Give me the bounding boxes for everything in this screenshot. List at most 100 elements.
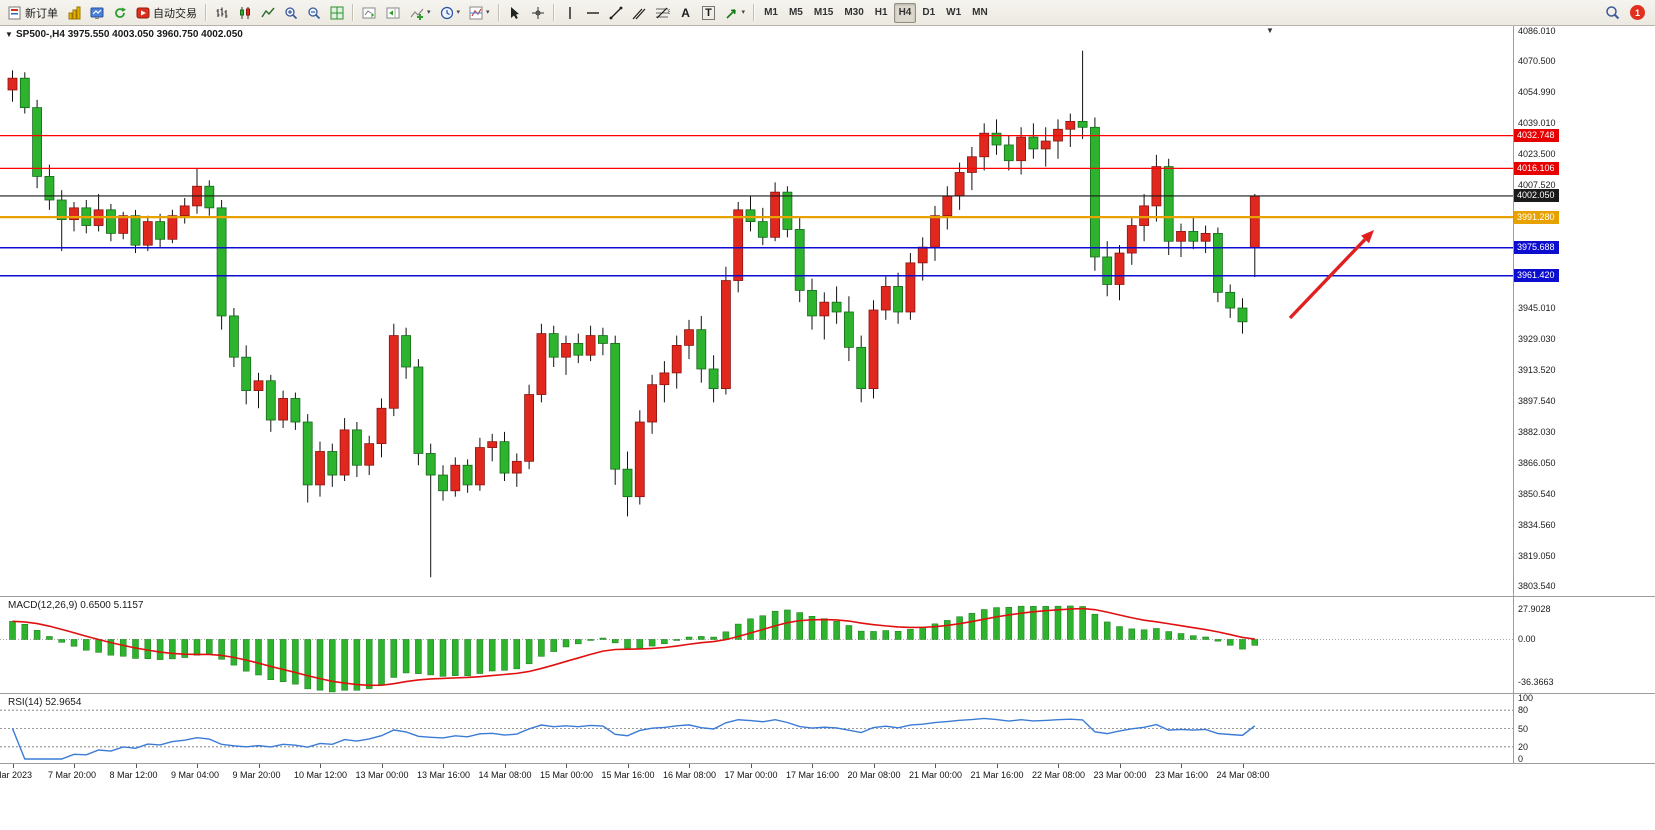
new-order-label: 新订单 [25, 7, 58, 20]
line-chart-type-button[interactable] [257, 3, 279, 23]
macd-axis-label: 0.00 [1518, 634, 1536, 645]
auto-trading-button[interactable]: 自动交易 [132, 3, 201, 23]
text-label-tool-button[interactable]: T [698, 3, 720, 23]
time-axis-label: 9 Mar 20:00 [232, 770, 281, 780]
price-level-badge: 4016.106 [1514, 161, 1559, 175]
macd-axis-label: -36.3663 [1518, 677, 1554, 687]
time-axis[interactable]: 7 Mar 2023 7 Mar 20:00 8 Mar 12:00 9 Mar 04… [0, 764, 1655, 785]
timeframe-m15-button[interactable]: M15 [813, 7, 834, 18]
new-order-button[interactable]: 新订单 [4, 3, 62, 23]
text-tool-button[interactable]: A [675, 3, 697, 23]
crosshair-icon [531, 6, 544, 19]
cursor-tool-button[interactable] [504, 3, 526, 23]
macd-axis: 27.9028 0.00 -36.3663 [1514, 597, 1655, 694]
candlestick-chart-type-button[interactable] [234, 3, 256, 23]
timeframe-h4-button[interactable]: H4 [893, 2, 917, 23]
horizontal-line-icon [586, 11, 599, 14]
trendline-tool-button[interactable] [605, 3, 627, 23]
channel-tool-button[interactable] [628, 3, 650, 23]
chart-symbol-label: SP500-,H4 3975.550 4003.050 3960.750 400… [16, 29, 243, 40]
vertical-line-tool-button[interactable] [559, 3, 581, 23]
time-axis-label: 14 Mar 08:00 [478, 770, 532, 780]
notification-badge[interactable]: 1 [1630, 5, 1645, 20]
price-level-badge: 3991.280 [1514, 210, 1559, 224]
rsi-axis-label: 100 [1518, 693, 1534, 703]
fibonacci-tool-button[interactable]: E [651, 3, 674, 23]
fibonacci-icon: E [655, 7, 670, 18]
timeframe-w1-button[interactable]: W1 [946, 7, 962, 18]
price-axis[interactable]: 4086.010 4070.500 4054.990 4039.010 4023.500… [1514, 26, 1655, 597]
price-axis-label: 4023.500 [1518, 148, 1556, 159]
zoom-out-icon [308, 6, 321, 19]
timeframe-m1-button[interactable]: M1 [764, 7, 778, 18]
timeframe-m30-button[interactable]: M30 [844, 7, 864, 18]
zoom-out-button[interactable] [303, 3, 325, 23]
rsi-label: RSI(14) 52.9654 [8, 697, 82, 708]
templates-button[interactable]: ▾ [465, 3, 494, 23]
price-level-badge: 3975.688 [1514, 241, 1559, 255]
time-axis-tick [197, 764, 198, 768]
arrow-tools-button[interactable]: ▾ [721, 3, 750, 23]
candlestick-plot[interactable] [0, 26, 1513, 596]
timeframe-mn-button[interactable]: MN [972, 7, 988, 18]
search-button[interactable] [1601, 3, 1624, 23]
crosshair-tool-button[interactable] [527, 3, 549, 23]
price-axis-label: 4086.010 [1518, 26, 1556, 36]
tile-windows-button[interactable] [326, 3, 348, 23]
time-axis-label: 23 Mar 00:00 [1093, 770, 1147, 780]
time-axis-tick [1058, 764, 1059, 768]
price-axis-label: 3929.030 [1518, 334, 1556, 345]
time-axis-label: 24 Mar 08:00 [1216, 770, 1270, 780]
time-axis-tick [1119, 764, 1121, 768]
time-axis-label: 17 Mar 16:00 [786, 770, 840, 780]
price-axis-label: 3897.540 [1518, 396, 1556, 407]
bar-graph-icon [68, 6, 81, 19]
time-axis-label: 15 Mar 16:00 [601, 770, 655, 780]
charts-button[interactable] [63, 3, 85, 23]
periods-button[interactable]: ▾ [436, 3, 465, 23]
zoom-in-button[interactable] [280, 3, 302, 23]
time-axis-label: 9 Mar 04:00 [171, 770, 220, 780]
price-axis-label: 3850.540 [1518, 488, 1556, 499]
rsi-axis-label: 20 [1518, 741, 1529, 752]
indicators-button[interactable]: ▾ [406, 3, 435, 23]
axis-divider [1513, 26, 1514, 764]
template-icon [469, 6, 483, 19]
time-axis-tick [1181, 764, 1182, 768]
macd-pane[interactable]: MACD(12,26,9) 0.6500 5.1157 27.9028 0.00 -… [0, 597, 1655, 694]
zoom-in-icon [285, 6, 298, 19]
macd-label: MACD(12,26,9) 0.6500 5.1157 [8, 600, 144, 611]
rsi-axis-label: 50 [1518, 723, 1529, 734]
new-order-icon [8, 6, 21, 19]
timeframe-h1-button[interactable]: H1 [874, 7, 888, 18]
time-axis-label: 23 Mar 16:00 [1155, 770, 1209, 780]
trend-arrow-annotation[interactable] [1288, 230, 1374, 320]
search-icon [1606, 6, 1620, 20]
scroll-to-end-marker[interactable]: ▼ [1266, 26, 1274, 35]
time-axis-tick [1242, 764, 1244, 768]
bar-chart-type-button[interactable] [211, 3, 233, 23]
time-axis-tick [135, 764, 137, 768]
svg-text:E: E [668, 10, 670, 16]
refresh-button[interactable] [109, 3, 131, 23]
chart-shift-button[interactable] [382, 3, 405, 23]
timeframe-d1-button[interactable]: D1 [922, 7, 936, 18]
rsi-pane[interactable]: RSI(14) 52.9654 100 80 50 20 0 [0, 693, 1655, 764]
price-axis-label: 3913.520 [1518, 364, 1556, 375]
one-click-trading-arrow[interactable]: ▼ [5, 30, 13, 39]
time-axis-tick [996, 764, 998, 768]
time-axis-tick [627, 764, 629, 768]
timeframe-m5-button[interactable]: M5 [788, 7, 803, 18]
price-axis-label: 4054.990 [1518, 86, 1556, 97]
horizontal-line-tool-button[interactable] [582, 3, 604, 23]
price-level-badge: 4002.050 [1514, 189, 1559, 203]
candlestick-icon [240, 6, 250, 19]
toolbar-separator [205, 4, 207, 21]
price-pane[interactable]: ▼ SP500-,H4 3975.550 4003.050 3960.750 4… [0, 26, 1655, 597]
market-watch-button[interactable] [86, 3, 108, 23]
time-axis-tick [873, 764, 875, 768]
refresh-icon [115, 7, 126, 18]
auto-scroll-button[interactable] [358, 3, 381, 23]
price-axis-label: 3803.540 [1518, 581, 1556, 591]
tile-windows-icon [330, 6, 344, 19]
